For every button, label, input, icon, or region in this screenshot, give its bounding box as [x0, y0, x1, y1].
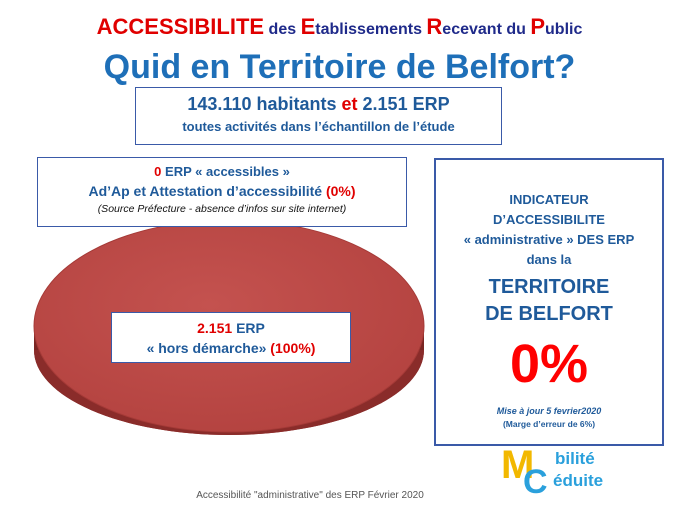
- update-date: Mise à jour 5 fevrier2020: [496, 406, 602, 416]
- erp-total: 2.151 ERP: [362, 94, 450, 114]
- title-segment: ACCESSIBILITE: [96, 14, 265, 39]
- title-segment: E: [300, 14, 316, 39]
- logo-m: M: [501, 443, 535, 487]
- title-segment: ecevant du: [442, 21, 531, 38]
- and-word: et: [341, 94, 358, 114]
- title-segment: ublic: [545, 21, 583, 38]
- indicator-line2: D’ACCESSIBILITE: [493, 212, 605, 227]
- accessibles-box: 0 ERP « accessibles » Ad’Ap et Attestati…: [37, 157, 407, 227]
- accessibles-count: 0: [154, 164, 162, 179]
- title-segment: des: [264, 21, 301, 38]
- territory-line2: DE BELFORT: [485, 303, 613, 325]
- indicator-line4: dans la: [526, 252, 572, 267]
- indicator-value: 0%: [509, 334, 589, 394]
- population-subtitle: toutes activités dans l’échantillon de l…: [182, 119, 455, 134]
- title-segment: tablissements: [315, 21, 427, 38]
- habitants-count: 143.110 habitants: [187, 94, 337, 114]
- accessibles-percent: (0%): [325, 183, 356, 199]
- hors-line2: « hors démarche»: [146, 340, 267, 356]
- hors-demarche-box: 2.151 ERP « hors démarche» (100%): [111, 312, 351, 363]
- footer-caption: Accessibilité "administrative" des ERP F…: [196, 490, 424, 501]
- page-title: Quid en Territoire de Belfort?: [103, 48, 576, 86]
- logo-word1: bilité: [555, 449, 595, 468]
- mobilite-reduite-logo: M C bilité éduite: [501, 443, 651, 501]
- accessibles-label: ERP « accessibles »: [165, 164, 290, 179]
- hors-count: 2.151: [197, 320, 233, 336]
- logo-word2: éduite: [553, 471, 604, 490]
- indicator-box: INDICATEUR D’ACCESSIBILITE « administrat…: [434, 158, 664, 446]
- accessibles-source: (Source Préfecture - absence d’infos sur…: [97, 203, 347, 215]
- accessibles-line2: Ad’Ap et Attestation d’accessibilité: [88, 183, 323, 199]
- hors-label: ERP: [236, 320, 265, 336]
- error-margin: (Marge d’erreur de 6%): [502, 419, 596, 429]
- population-box: 143.110 habitants et 2.151 ERP toutes ac…: [135, 87, 502, 145]
- title-segment: R: [426, 14, 443, 39]
- indicator-line1: INDICATEUR: [509, 192, 589, 207]
- hors-percent: (100%): [270, 340, 316, 356]
- title-line-1: ACCESSIBILITE des Etablissements Recevan…: [0, 14, 679, 40]
- indicator-line3: « administrative » DES ERP: [463, 232, 635, 247]
- title-segment: P: [530, 14, 546, 39]
- territory-line1: TERRITOIRE: [488, 276, 610, 298]
- logo-c: C: [523, 463, 548, 501]
